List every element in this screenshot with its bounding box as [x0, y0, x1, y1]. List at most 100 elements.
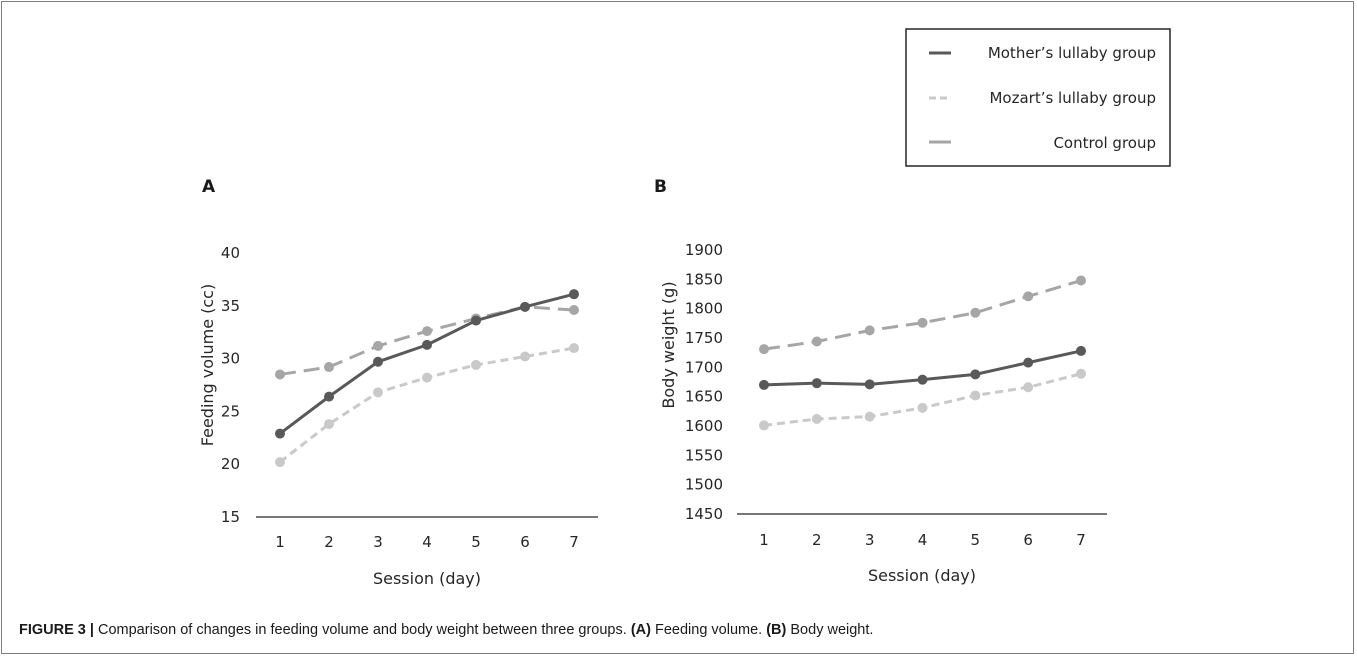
panel-b-point-mother	[917, 374, 928, 385]
panel-b-point-mother	[1023, 357, 1034, 368]
panel-b-y-tick-label: 1650	[685, 388, 723, 406]
panel-a-point-mozart	[275, 457, 285, 468]
panel-a-x-tick-label: 4	[422, 533, 432, 551]
panel-b-point-mozart	[811, 413, 822, 424]
legend-label-mother: Mother’s lullaby group	[988, 44, 1156, 62]
panel-b-line-control	[763, 279, 1082, 351]
panel-a-line-mozart	[279, 346, 575, 464]
panel-b-x-ticks: 1 2 3 4 5 6 7	[759, 531, 1086, 549]
panel-b-chart: B Body weight (g) Session (day) 1450 1500…	[654, 177, 1107, 585]
caption-b-text: Body weight.	[786, 622, 874, 638]
panel-b-point-mozart	[917, 402, 928, 413]
caption-figure-label: FIGURE 3 |	[19, 622, 94, 638]
caption-a-label: (A)	[630, 622, 651, 638]
panel-a-point-mozart	[569, 343, 579, 354]
figure-caption: FIGURE 3 | Comparison of changes in feed…	[19, 622, 1339, 638]
panel-b-y-tick-label: 1750	[685, 329, 723, 347]
panel-b-y-ticks: 1450 1500 1550 1600 1650 1700 1750 1800 1850 1900	[685, 241, 723, 523]
panel-a-label: A	[202, 177, 216, 197]
panel-b-point-mother	[759, 379, 769, 390]
panel-a-x-tick-label: 6	[520, 533, 530, 551]
panel-a-point-mother	[471, 315, 481, 326]
panel-a-point-mother	[422, 339, 432, 350]
legend-label-mozart: Mozart’s lullaby group	[989, 89, 1156, 107]
panel-a-point-mozart	[422, 372, 432, 383]
panel-b-point-mother	[1076, 345, 1086, 356]
panel-a-line-mother	[279, 292, 575, 435]
panel-a-x-tick-label: 1	[275, 533, 285, 551]
panel-a-y-ticks: 15 20 25 30 35 40	[221, 244, 240, 526]
panel-b-x-tick-label: 6	[1023, 531, 1033, 549]
panel-b-x-tick-label: 7	[1076, 531, 1086, 549]
panel-a-point-mozart	[373, 387, 383, 398]
panel-b-y-tick-label: 1600	[685, 417, 723, 435]
panel-a-x-tick-label: 3	[373, 533, 383, 551]
panel-a-point-mother	[520, 301, 530, 312]
panel-a-point-mother	[324, 391, 334, 402]
panel-b-point-mother	[864, 379, 875, 390]
panel-b-x-axis-title: Session (day)	[868, 566, 976, 585]
panel-b-point-control	[1076, 275, 1086, 286]
panel-a-x-ticks: 1 2 3 4 5 6 7	[275, 533, 579, 551]
panel-b-y-tick-label: 1500	[685, 476, 723, 494]
panel-a-y-tick-label: 20	[221, 455, 240, 473]
panel-b-y-tick-label: 1800	[685, 300, 723, 318]
panel-b-y-tick-label: 1450	[685, 505, 723, 523]
panel-a-x-axis-title: Session (day)	[373, 569, 481, 588]
panel-b-point-mother	[970, 369, 981, 380]
panel-b-x-tick-label: 2	[812, 531, 822, 549]
panel-b-x-tick-label: 1	[759, 531, 769, 549]
panel-a-point-control	[275, 369, 285, 380]
panel-b-point-mozart	[759, 420, 769, 431]
panel-b-x-tick-label: 3	[865, 531, 875, 549]
panel-b-point-mozart	[1023, 382, 1034, 393]
panel-b-y-tick-label: 1900	[685, 241, 723, 259]
panel-a-point-mother	[275, 428, 285, 439]
panel-b-point-control	[917, 317, 928, 328]
panel-a-point-mother	[373, 356, 383, 367]
legend: Mother’s lullaby group Mozart’s lullaby …	[905, 28, 1171, 167]
panel-b-label: B	[654, 177, 667, 197]
panel-a-y-tick-label: 25	[221, 402, 240, 420]
panel-b-point-mozart	[970, 390, 981, 401]
caption-b-label: (B)	[766, 622, 787, 638]
caption-text: Comparison of changes in feeding volume …	[93, 622, 631, 638]
panel-b-x-tick-label: 5	[971, 531, 981, 549]
panel-a-y-tick-label: 35	[221, 297, 240, 315]
panel-a-point-mozart	[324, 419, 334, 430]
panel-a-series	[275, 289, 579, 468]
panel-a-point-control	[422, 326, 432, 337]
panel-b-point-control	[970, 307, 981, 318]
caption-a-text: Feeding volume.	[650, 622, 767, 638]
panel-a-chart: A Feeding volume (cc) Session (day) 1520…	[198, 177, 598, 588]
panel-b-point-mozart	[864, 411, 875, 422]
panel-a-point-mozart	[520, 351, 530, 362]
panel-b-y-tick-label: 1550	[685, 446, 723, 464]
panel-b-point-control	[759, 344, 769, 355]
panel-b-point-control	[864, 325, 875, 336]
panel-b-point-control	[811, 336, 822, 347]
panel-a-y-tick-label: 15	[221, 508, 240, 526]
panel-b-y-tick-label: 1850	[685, 270, 723, 288]
panel-b-point-control	[1023, 291, 1034, 302]
panel-a-x-tick-label: 2	[324, 533, 334, 551]
panel-a-y-tick-label: 30	[221, 350, 240, 368]
panel-a-y-axis-title: Feeding volume (cc)	[198, 284, 217, 446]
panel-a-y-tick-label: 40	[221, 244, 240, 262]
panel-a-point-mother	[569, 289, 579, 300]
panel-b-x-tick-label: 4	[918, 531, 928, 549]
panel-a-x-tick-label: 5	[471, 533, 481, 551]
panel-a-point-control	[324, 362, 334, 373]
panel-b-point-mozart	[1076, 368, 1086, 379]
panel-b-point-mother	[811, 378, 822, 389]
panel-a-point-control	[373, 340, 383, 351]
panel-a-point-mozart	[471, 359, 481, 370]
panel-b-y-tick-label: 1700	[685, 358, 723, 376]
panel-b-y-axis-title: Body weight (g)	[659, 281, 678, 408]
panel-a-x-tick-label: 7	[569, 533, 579, 551]
legend-label-control: Control group	[1053, 134, 1156, 152]
panel-a-point-control	[569, 305, 579, 316]
panel-b-series	[759, 275, 1086, 431]
